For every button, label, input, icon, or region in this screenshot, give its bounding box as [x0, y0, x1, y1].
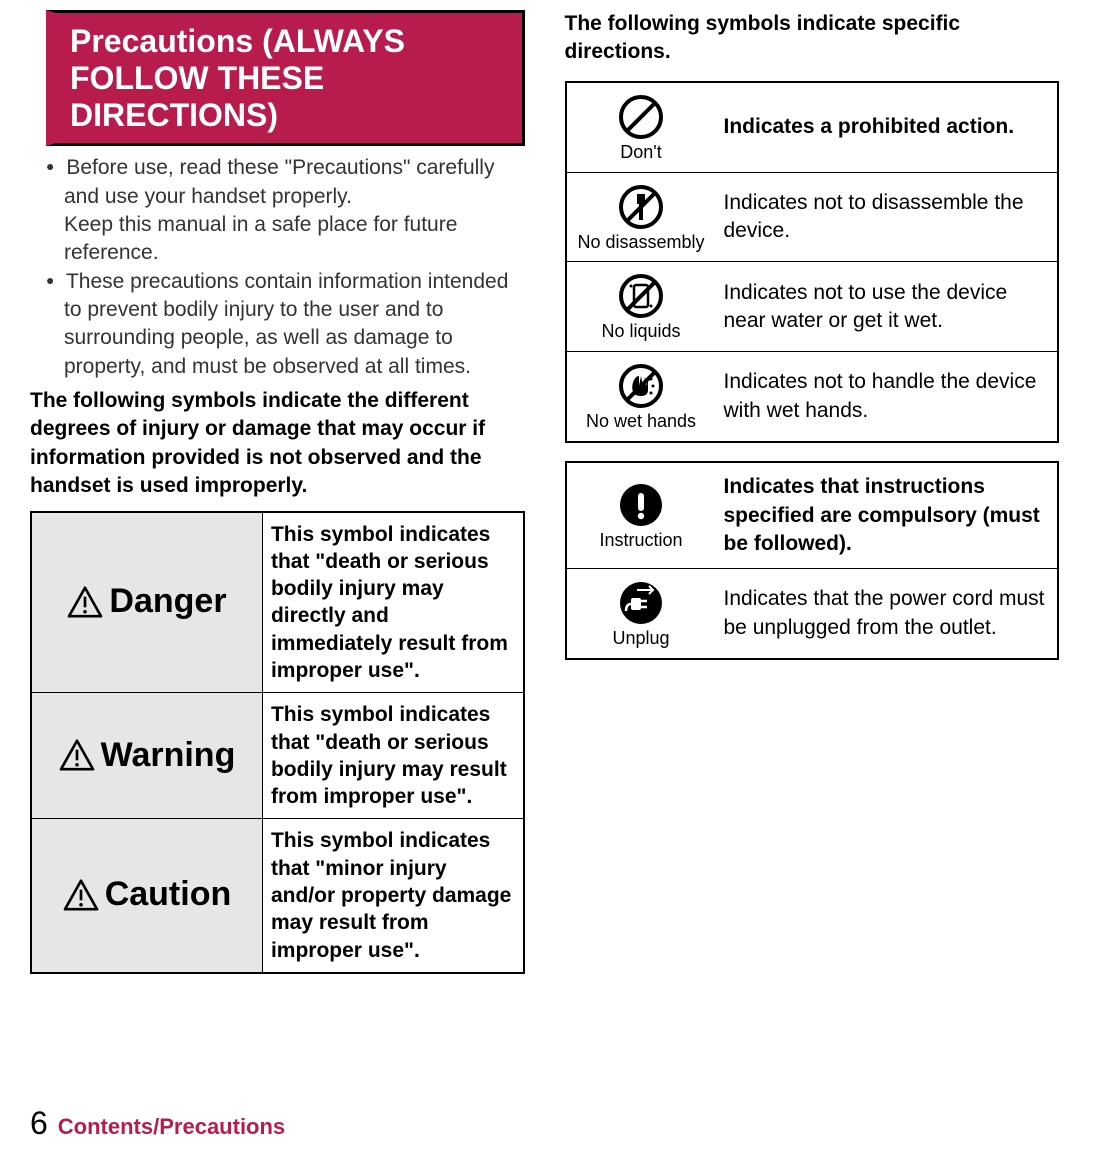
table-row: Caution This symbol indicates that "mino… — [31, 819, 524, 973]
severity-label: Danger — [109, 582, 226, 621]
unplug-icon — [617, 579, 665, 627]
symbol-desc: Indicates a prohibited action. — [716, 82, 1059, 172]
severity-desc: This symbol indicates that "death or ser… — [262, 512, 523, 693]
table-row: No wet hands Indicates not to handle the… — [566, 352, 1059, 442]
header-title: Precautions (ALWAYS FOLLOW THESE DIRECTI… — [70, 23, 508, 133]
symbol-icon-cell: No wet hands — [566, 352, 716, 442]
table-row: Instruction Indicates that instructions … — [566, 462, 1059, 569]
page-footer: 6 Contents/Precautions — [30, 1105, 285, 1142]
severity-label-cell: Danger — [31, 512, 262, 693]
icon-label: No disassembly — [577, 233, 704, 252]
icon-label: No wet hands — [586, 412, 696, 431]
symbol-desc: Indicates not to use the device near wat… — [716, 262, 1059, 352]
symbol-desc: Indicates that the power cord must be un… — [716, 569, 1059, 659]
instruction-symbol-table: Instruction Indicates that instructions … — [565, 461, 1060, 660]
severity-table: Danger This symbol indicates that "death… — [30, 511, 525, 974]
severity-label-cell: Warning — [31, 693, 262, 819]
severity-label: Warning — [101, 736, 236, 775]
symbol-icon-cell: No liquids — [566, 262, 716, 352]
prohibition-symbol-table: Don't Indicates a prohibited action. No … — [565, 81, 1060, 444]
severity-label-cell: Caution — [31, 819, 262, 973]
page-number: 6 — [30, 1105, 48, 1142]
warning-triangle-icon — [63, 879, 99, 911]
precautions-header: Precautions (ALWAYS FOLLOW THESE DIRECTI… — [46, 10, 525, 146]
symbol-desc: Indicates not to handle the device with … — [716, 352, 1059, 442]
dont-icon — [617, 93, 665, 141]
bullet-text: Before use, read these "Precautions" car… — [64, 156, 494, 207]
symbol-icon-cell: Unplug — [566, 569, 716, 659]
table-row: No liquids Indicates not to use the devi… — [566, 262, 1059, 352]
table-row: Don't Indicates a prohibited action. — [566, 82, 1059, 172]
symbol-icon-cell: Don't — [566, 82, 716, 172]
directions-intro: The following symbols indicate specific … — [565, 10, 1060, 67]
intro-bullets: Before use, read these "Precautions" car… — [30, 154, 525, 381]
symbol-icon-cell: Instruction — [566, 462, 716, 569]
severity-desc: This symbol indicates that "minor injury… — [262, 819, 523, 973]
icon-label: Unplug — [612, 629, 669, 648]
table-row: Danger This symbol indicates that "death… — [31, 512, 524, 693]
instruction-icon — [617, 481, 665, 529]
no-wet-hands-icon — [617, 362, 665, 410]
warning-triangle-icon — [67, 586, 103, 618]
warning-triangle-icon — [59, 739, 95, 771]
table-row: No disassembly Indicates not to disassem… — [566, 172, 1059, 262]
table-row: Warning This symbol indicates that "deat… — [31, 693, 524, 819]
severity-desc: This symbol indicates that "death or ser… — [262, 693, 523, 819]
footer-section-title: Contents/Precautions — [58, 1114, 285, 1140]
symbol-desc: Indicates that instructions specified ar… — [716, 462, 1059, 569]
symbol-icon-cell: No disassembly — [566, 172, 716, 262]
icon-label: Don't — [620, 143, 661, 162]
bullet-item: Before use, read these "Precautions" car… — [30, 154, 525, 267]
severity-intro: The following symbols indicate the diffe… — [30, 387, 525, 500]
bullet-text: These precautions contain information in… — [64, 270, 508, 378]
icon-label: Instruction — [599, 531, 682, 550]
icon-label: No liquids — [601, 322, 680, 341]
severity-label: Caution — [105, 875, 232, 914]
no-disassembly-icon — [617, 183, 665, 231]
bullet-subtext: Keep this manual in a safe place for fut… — [64, 211, 525, 268]
bullet-item: These precautions contain information in… — [30, 268, 525, 381]
table-row: Unplug Indicates that the power cord mus… — [566, 569, 1059, 659]
symbol-desc: Indicates not to disassemble the device. — [716, 172, 1059, 262]
no-liquids-icon — [617, 272, 665, 320]
